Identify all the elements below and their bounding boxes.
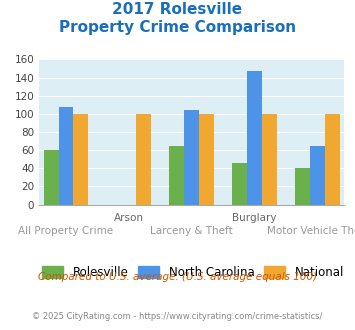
Bar bbox=[199, 114, 214, 205]
Legend: Rolesville, North Carolina, National: Rolesville, North Carolina, National bbox=[42, 266, 344, 279]
Text: 2017 Rolesville: 2017 Rolesville bbox=[113, 2, 242, 16]
Bar bbox=[59, 107, 73, 205]
Text: © 2025 CityRating.com - https://www.cityrating.com/crime-statistics/: © 2025 CityRating.com - https://www.city… bbox=[32, 312, 323, 321]
Bar bbox=[325, 114, 340, 205]
Bar bbox=[169, 146, 184, 205]
Text: All Property Crime: All Property Crime bbox=[18, 226, 114, 236]
Text: Compared to U.S. average. (U.S. average equals 100): Compared to U.S. average. (U.S. average … bbox=[38, 272, 317, 282]
Text: Burglary: Burglary bbox=[232, 213, 277, 223]
Text: Motor Vehicle Theft: Motor Vehicle Theft bbox=[267, 226, 355, 236]
Bar bbox=[247, 71, 262, 205]
Bar bbox=[136, 114, 151, 205]
Bar bbox=[44, 150, 59, 205]
Bar bbox=[295, 168, 310, 205]
Text: Property Crime Comparison: Property Crime Comparison bbox=[59, 20, 296, 35]
Text: Arson: Arson bbox=[114, 213, 144, 223]
Bar bbox=[73, 114, 88, 205]
Bar bbox=[184, 110, 199, 205]
Bar bbox=[310, 146, 325, 205]
Bar bbox=[262, 114, 277, 205]
Bar bbox=[232, 163, 247, 205]
Text: Larceny & Theft: Larceny & Theft bbox=[150, 226, 233, 236]
